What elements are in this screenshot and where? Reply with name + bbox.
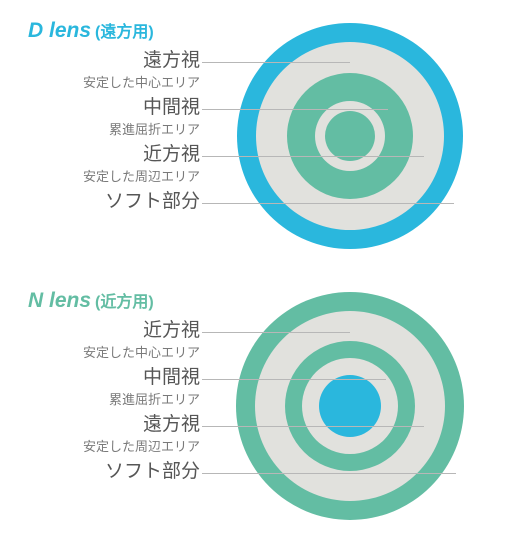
n-lens-section: N lens(近方用)近方視安定した中心エリア中間視累進屈折エリア遠方視安定した… bbox=[0, 276, 511, 551]
d-lens-label-sub-0: 安定した中心エリア bbox=[0, 75, 200, 91]
n-lens-title-sub: (近方用) bbox=[95, 294, 154, 311]
n-lens-label-row-2: 遠方視安定した周辺エリア bbox=[0, 414, 200, 454]
d-lens-title-main: D lens bbox=[28, 19, 91, 42]
page: D lens(遠方用)遠方視安定した中心エリア中間視累進屈折エリア近方視安定した… bbox=[0, 0, 511, 551]
d-lens-section: D lens(遠方用)遠方視安定した中心エリア中間視累進屈折エリア近方視安定した… bbox=[0, 0, 511, 275]
n-lens-leader-3 bbox=[202, 473, 456, 474]
n-lens-leader-2 bbox=[202, 426, 424, 427]
d-lens-title-sub: (遠方用) bbox=[95, 24, 154, 41]
d-lens-title: D lens(遠方用) bbox=[28, 18, 154, 43]
n-lens-label-main-2: 遠方視 bbox=[0, 414, 200, 437]
d-lens-label-main-2: 近方視 bbox=[0, 144, 200, 167]
n-lens-label-main-3: ソフト部分 bbox=[0, 461, 200, 484]
n-lens-label-sub-1: 累進屈折エリア bbox=[0, 392, 200, 408]
d-lens-lens bbox=[220, 6, 480, 266]
n-lens-label-main-0: 近方視 bbox=[0, 320, 200, 343]
n-lens-leader-1 bbox=[202, 379, 386, 380]
n-lens-label-row-0: 近方視安定した中心エリア bbox=[0, 320, 200, 360]
d-lens-leader-0 bbox=[202, 62, 350, 63]
d-lens-label-sub-2: 安定した周辺エリア bbox=[0, 169, 200, 185]
d-lens-label-sub-1: 累進屈折エリア bbox=[0, 122, 200, 138]
d-lens-label-main-3: ソフト部分 bbox=[0, 191, 200, 214]
n-lens-lens bbox=[220, 276, 480, 536]
d-lens-label-row-1: 中間視累進屈折エリア bbox=[0, 97, 200, 137]
n-lens-title: N lens(近方用) bbox=[28, 288, 154, 313]
n-lens-leader-0 bbox=[202, 332, 350, 333]
n-lens-label-main-1: 中間視 bbox=[0, 367, 200, 390]
d-lens-ring-4 bbox=[325, 111, 375, 161]
n-lens-title-main: N lens bbox=[28, 289, 91, 312]
n-lens-label-sub-2: 安定した周辺エリア bbox=[0, 439, 200, 455]
d-lens-leader-3 bbox=[202, 203, 454, 204]
d-lens-leader-1 bbox=[202, 109, 388, 110]
d-lens-label-main-0: 遠方視 bbox=[0, 50, 200, 73]
n-lens-label-row-3: ソフト部分 bbox=[0, 461, 200, 484]
d-lens-leader-2 bbox=[202, 156, 424, 157]
d-lens-label-row-0: 遠方視安定した中心エリア bbox=[0, 50, 200, 90]
n-lens-ring-4 bbox=[319, 375, 381, 437]
d-lens-label-row-3: ソフト部分 bbox=[0, 191, 200, 214]
d-lens-label-main-1: 中間視 bbox=[0, 97, 200, 120]
n-lens-label-sub-0: 安定した中心エリア bbox=[0, 345, 200, 361]
n-lens-label-row-1: 中間視累進屈折エリア bbox=[0, 367, 200, 407]
d-lens-label-row-2: 近方視安定した周辺エリア bbox=[0, 144, 200, 184]
